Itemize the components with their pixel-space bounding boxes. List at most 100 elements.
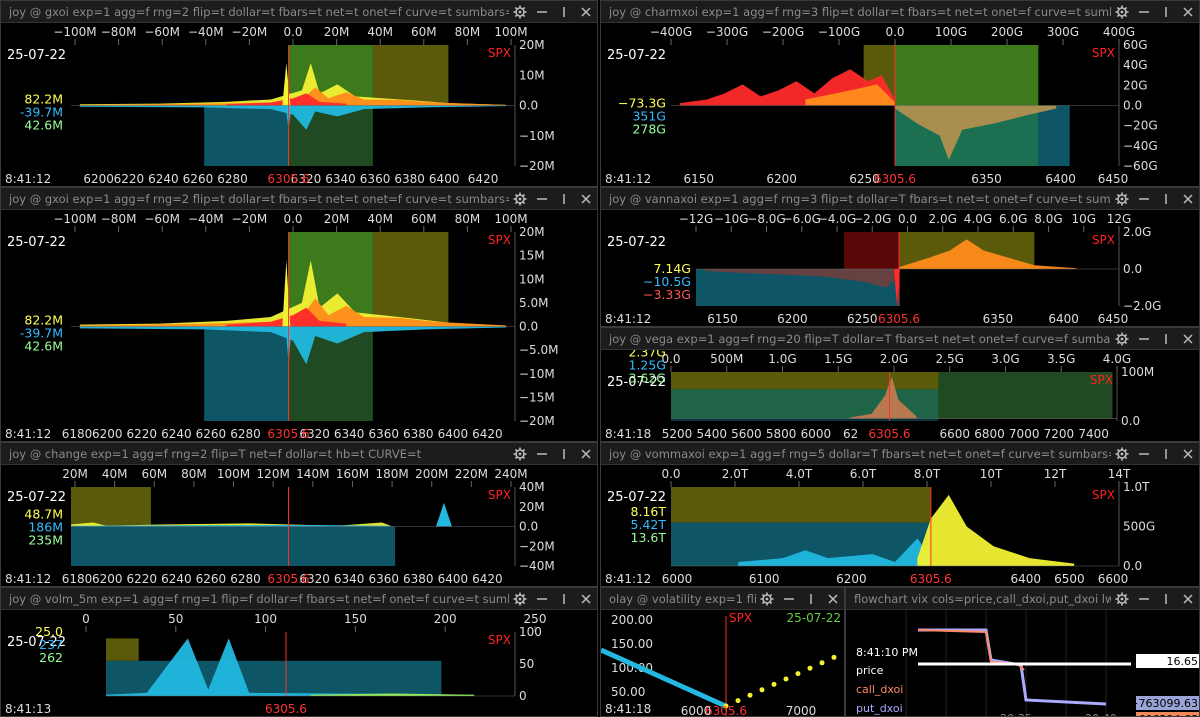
gear-icon[interactable] xyxy=(756,588,778,609)
gear-icon[interactable] xyxy=(1111,1,1133,22)
gear-icon[interactable] xyxy=(509,588,531,609)
split-icon[interactable] xyxy=(1155,588,1177,609)
plot-area[interactable]: −12G −10G−8.0G−6.0G−4.0G−2.0G 0.0 2.0G 4.0G 6… xyxy=(601,210,1199,326)
bottom-tick-label: 5200 xyxy=(662,427,693,441)
time-label: 8:41:12 xyxy=(605,172,651,186)
panel-title-bar[interactable]: joy @ gxoi exp=1 agg=f rng=2 flip=t doll… xyxy=(1,188,597,210)
panel-title-bar[interactable]: joy @ vannaxoi exp=1 agg=f rng=3 flip=t … xyxy=(601,188,1199,210)
plot-area[interactable]: −400G −300G −200G −100G 0.0 100G 200G 300G 400G6… xyxy=(601,23,1199,186)
right-tick-label: 2.0G xyxy=(1123,225,1151,239)
gear-icon[interactable] xyxy=(509,443,531,464)
bottom-tick-label: 6260 xyxy=(196,427,227,441)
minimize-icon[interactable] xyxy=(531,188,553,209)
top-tick-label: 400G xyxy=(1103,25,1135,39)
close-icon[interactable] xyxy=(1177,588,1199,609)
close-icon[interactable] xyxy=(575,588,597,609)
split-icon[interactable] xyxy=(1155,443,1177,464)
bottom-tick-label: 6340 xyxy=(334,572,365,586)
call-vol-point xyxy=(807,665,813,671)
plot-area[interactable]: 0.0 2.0T 4.0T 6.0T 8.0T 10T 12T 14T 6000 6100 6200… xyxy=(601,465,1199,586)
exposure-area xyxy=(79,326,507,365)
panel-title-bar[interactable]: joy @ volm_5m exp=1 agg=f rng=1 flip=f d… xyxy=(1,588,597,610)
split-icon[interactable] xyxy=(1155,1,1177,22)
split-icon[interactable] xyxy=(800,588,822,609)
minimize-icon[interactable] xyxy=(531,1,553,22)
gear-icon[interactable] xyxy=(1111,188,1133,209)
top-tick-label: 12G xyxy=(1107,212,1132,226)
panel-title: joy @ gxoi exp=1 agg=f rng=2 flip=t doll… xyxy=(9,192,509,206)
split-icon[interactable] xyxy=(553,588,575,609)
bottom-tick-label: 6180 xyxy=(62,427,93,441)
close-icon[interactable] xyxy=(822,588,844,609)
close-icon[interactable] xyxy=(1177,188,1199,209)
panel-title-bar[interactable]: joy @ vommaxoi exp=1 agg=f rng=5 dollar=… xyxy=(601,443,1199,465)
sum-value: 186M xyxy=(28,520,63,535)
range-box xyxy=(895,45,1039,106)
panel-title-bar[interactable]: joy @ charmxoi exp=1 agg=f rng=3 flip=t … xyxy=(601,1,1199,23)
right-tick-label: −2.0G xyxy=(1123,299,1161,313)
split-icon[interactable] xyxy=(1155,328,1177,349)
minimize-icon[interactable] xyxy=(1133,1,1155,22)
minimize-icon[interactable] xyxy=(1133,328,1155,349)
panel-title-bar[interactable]: joy @ change exp=1 agg=f rng=2 flip=T ne… xyxy=(1,443,597,465)
sum-value: 278G xyxy=(632,122,666,137)
exposure-area xyxy=(738,538,931,566)
plot-area[interactable]: −100M −80M −60M −40M −20M 0.0 20M 40M 60M 80M 100M… xyxy=(1,210,597,441)
split-icon[interactable] xyxy=(553,188,575,209)
panel-title-bar[interactable]: joy @ gxoi exp=1 agg=f rng=2 flip=t doll… xyxy=(1,1,597,23)
bottom-tick-label: 7000 xyxy=(1009,427,1040,441)
exposure-area xyxy=(917,494,1075,566)
panel-title-bar[interactable]: flowchart vix cols=price,call_dxoi,put_d… xyxy=(846,588,1199,610)
minimize-icon[interactable] xyxy=(531,443,553,464)
gear-icon[interactable] xyxy=(509,188,531,209)
top-tick-label: 300G xyxy=(1047,25,1079,39)
bottom-tick-label: 6220 xyxy=(114,172,145,186)
close-icon[interactable] xyxy=(575,1,597,22)
split-icon[interactable] xyxy=(1155,188,1177,209)
top-tick-label: 0.0 xyxy=(898,212,917,226)
split-icon[interactable] xyxy=(553,1,575,22)
symbol-label: SPX xyxy=(488,233,511,247)
close-icon[interactable] xyxy=(1177,328,1199,349)
right-tick-label: 1.0T xyxy=(1123,480,1150,494)
price-label: 6305.6 xyxy=(268,572,310,586)
bottom-tick-label: 20:40 xyxy=(1085,712,1117,716)
minimize-icon[interactable] xyxy=(1133,443,1155,464)
plot-area[interactable]: −100M −80M −60M −40M −20M 0.0 20M 40M 60M 80M 100M… xyxy=(1,23,597,186)
minimize-icon[interactable] xyxy=(1133,588,1155,609)
top-tick-label: 80M xyxy=(181,467,207,481)
gear-icon[interactable] xyxy=(1111,588,1133,609)
close-icon[interactable] xyxy=(575,188,597,209)
date-label: 25-07-22 xyxy=(607,48,666,63)
minimize-icon[interactable] xyxy=(531,588,553,609)
top-tick-label: 6.0T xyxy=(850,467,877,481)
legend-item: put_dxoi xyxy=(856,702,903,715)
range-box xyxy=(106,638,139,661)
flowchart-plot[interactable]: 8:41:10 PM price call_dxoi put_dxoi 16.65 −76… xyxy=(846,610,1199,716)
panel-title-bar[interactable]: olay @ volatility exp=1 flip= xyxy=(601,588,844,610)
price-label: 6305.6 xyxy=(268,427,310,441)
right-tick-label: 15M xyxy=(519,249,545,263)
split-icon[interactable] xyxy=(553,443,575,464)
top-tick-label: −60M xyxy=(144,212,180,226)
panel-title-bar[interactable]: joy @ vega exp=1 agg=f rng=20 flip=T dol… xyxy=(601,328,1199,350)
close-icon[interactable] xyxy=(575,443,597,464)
volatility-plot[interactable]: 200.00 150.00 100.00 50.00 SPX 25-07-22 8:41:1… xyxy=(601,610,844,716)
close-icon[interactable] xyxy=(1177,1,1199,22)
gear-icon[interactable] xyxy=(509,1,531,22)
plot-area[interactable]: 20M 40M 60M 80M 100M 120M 140M 160M 180M 200M 220M… xyxy=(1,465,597,586)
call-vol-point xyxy=(783,676,789,682)
gear-icon[interactable] xyxy=(1111,443,1133,464)
price-label: 6305.6 xyxy=(869,427,911,441)
minimize-icon[interactable] xyxy=(1133,188,1155,209)
top-tick-label: 4.0T xyxy=(786,467,813,481)
date-label: 25-07-22 xyxy=(7,235,66,250)
symbol-label: SPX xyxy=(1092,46,1115,60)
time-label: 8:41:18 xyxy=(605,702,651,716)
close-icon[interactable] xyxy=(1177,443,1199,464)
gear-icon[interactable] xyxy=(1111,328,1133,349)
minimize-icon[interactable] xyxy=(778,588,800,609)
panel-title: joy @ vannaxoi exp=1 agg=f rng=3 flip=t … xyxy=(609,192,1111,206)
